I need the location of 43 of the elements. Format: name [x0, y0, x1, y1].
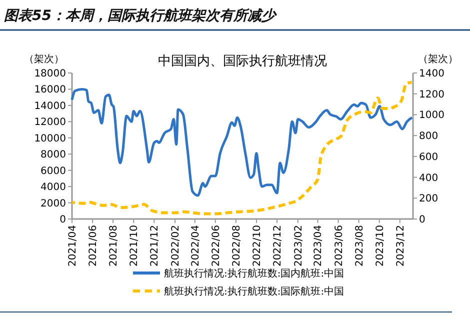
chart-title: 图表55：本周，国际执行航班架次有所减少 — [4, 7, 278, 24]
x-tick-label: 2022/12 — [272, 225, 284, 267]
legend-label: 航班执行情况:执行航班数:国内航班:中国 — [164, 268, 344, 280]
y-tick-label: 4000 — [40, 182, 66, 194]
y-tick-label: 10000 — [34, 133, 66, 144]
chart-subtitle: 中国国内、国际执行航班情况 — [158, 54, 327, 69]
x-tick-label: 2021/08 — [108, 225, 120, 267]
x-tick-label: 2021/06 — [88, 225, 100, 267]
x-tick-label: 2022/02 — [170, 225, 182, 267]
x-tick-label: 2022/06 — [210, 225, 222, 267]
y2-tick-label: 800 — [419, 131, 438, 142]
y2-tick-label: 1400 — [419, 68, 444, 80]
x-tick-label: 2022/10 — [252, 225, 263, 267]
x-tick-label: 2023/10 — [374, 225, 386, 267]
x-tick-label: 2022/04 — [190, 225, 202, 267]
y2-tick-label: 200 — [419, 194, 438, 205]
x-tick-label: 2023/08 — [354, 225, 366, 267]
x-tick-label: 2021/12 — [150, 225, 161, 267]
x-tick-label: 2023/02 — [293, 225, 304, 267]
legend-label: 航班执行情况:执行航班数:国际航班:中国 — [164, 286, 344, 298]
x-tick-label: 2021/04 — [68, 225, 78, 267]
y2-axis-title: （架次） — [418, 53, 458, 65]
y2-tick-label: 0 — [419, 214, 426, 226]
line-series — [70, 88, 414, 197]
y-tick-label: 6000 — [40, 166, 66, 177]
y2-tick-label: 400 — [419, 172, 438, 184]
line-series — [70, 80, 414, 216]
y-axis-title: （架次） — [24, 53, 64, 65]
y-tick-label: 2000 — [40, 198, 66, 210]
x-tick-label: 2023/12 — [395, 225, 406, 267]
x-tick-label: 2023/06 — [334, 225, 345, 267]
y-tick-label: 14000 — [34, 100, 66, 112]
y2-tick-label: 1200 — [419, 89, 444, 100]
y2-tick-label: 1000 — [419, 110, 444, 122]
y-tick-label: 0 — [60, 214, 66, 226]
y-tick-label: 8000 — [40, 150, 66, 161]
y-tick-label: 18000 — [34, 68, 66, 80]
y-tick-label: 12000 — [34, 117, 66, 128]
x-tick-label: 2021/10 — [129, 225, 140, 267]
y2-tick-label: 600 — [419, 152, 438, 163]
x-tick-label: 2022/08 — [231, 225, 242, 267]
x-tick-label: 2023/04 — [313, 225, 324, 267]
y-tick-label: 16000 — [34, 84, 66, 96]
